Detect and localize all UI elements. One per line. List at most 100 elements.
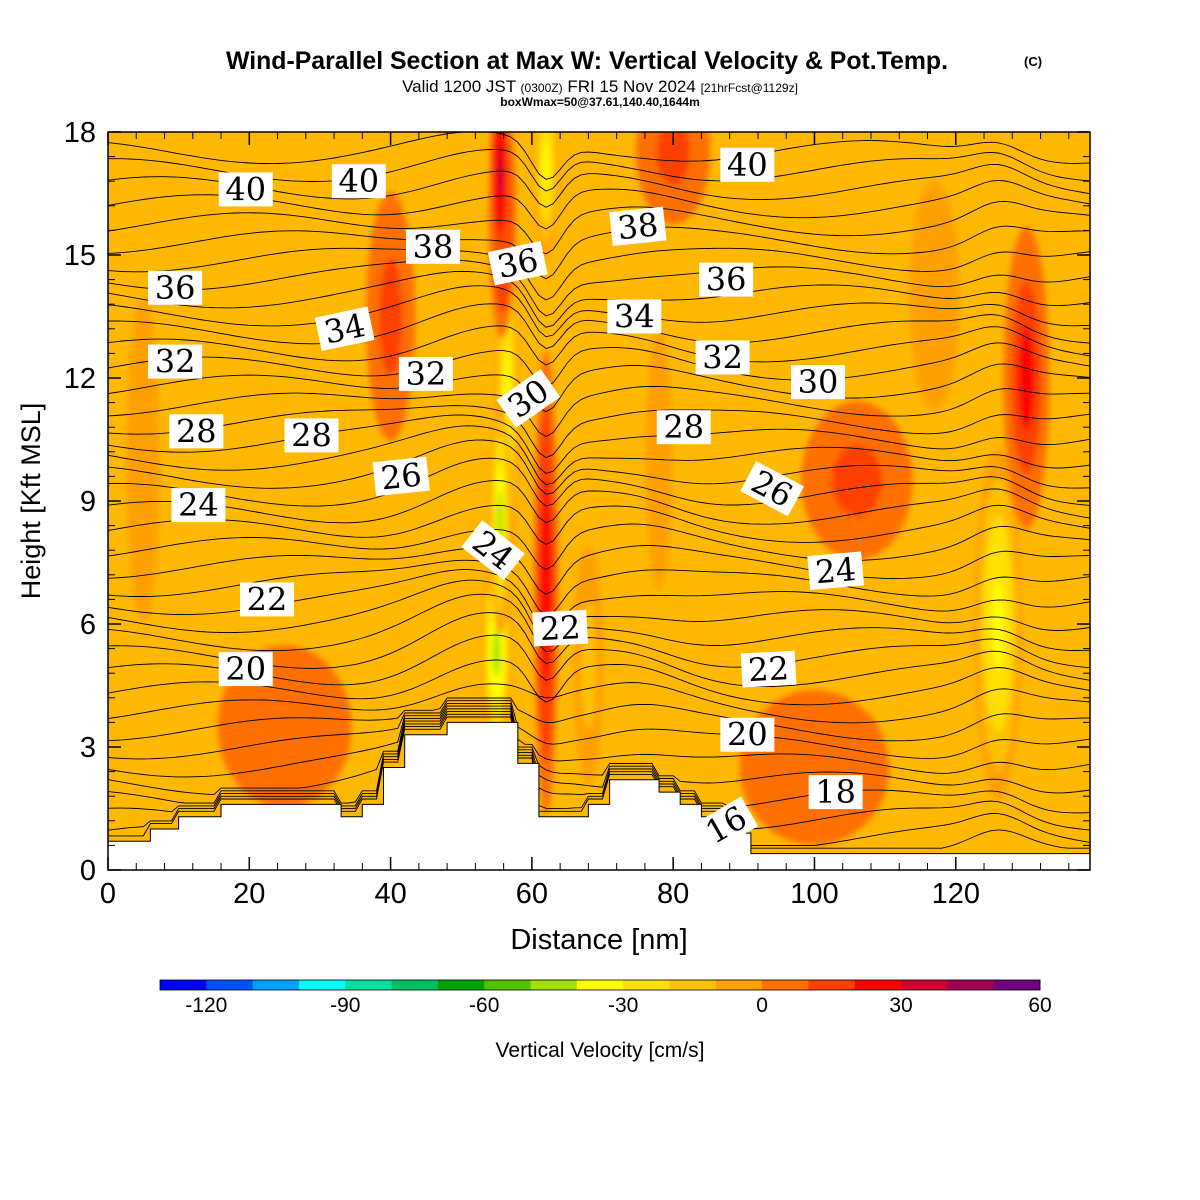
contour-label-11: 32 [398, 355, 453, 393]
isentrope-26 [108, 363, 1090, 413]
isentrope-3 [108, 708, 1090, 814]
colorbar-bin-10 [623, 980, 670, 990]
x-axis: 0 20 40 60 80 100 120 [100, 132, 1070, 910]
contour-label-10: 32 [148, 343, 203, 381]
contour-label-text: 22 [247, 580, 288, 618]
isentrope-29 [108, 303, 1090, 350]
velocity-cell-10-1 [379, 257, 403, 376]
contour-label-9: 36 [699, 261, 754, 299]
colorbar-bin-18 [993, 980, 1041, 990]
contour-label-text: 40 [225, 170, 266, 208]
colorbar-frame [159, 979, 1041, 991]
colorbar-tick-2: -60 [469, 994, 499, 1017]
x-tick-label-0: 0 [100, 878, 116, 910]
colorbar-tick-3: -30 [608, 994, 638, 1017]
x-axis-label: Distance [nm] [510, 924, 687, 956]
isentrope-1 [108, 713, 1090, 846]
contour-label-text: 28 [176, 412, 217, 450]
contour-label-text: 34 [614, 298, 655, 336]
isentrope-5 [108, 702, 1090, 778]
colorbar-bin-3 [298, 980, 346, 990]
y-tick-label-4: 12 [64, 363, 96, 395]
contour-label-bg [740, 461, 804, 517]
subtitle-valid: Valid 1200 JST [402, 77, 516, 96]
colorbar-bin-14 [808, 980, 856, 990]
contour-label-bg [720, 147, 775, 182]
isentrope-23 [108, 414, 1090, 474]
isentrope-9 [108, 659, 1090, 706]
contour-label-text: 22 [747, 649, 790, 689]
contour-label-7: 34 [314, 306, 375, 352]
velocity-cell-8-2 [1018, 326, 1035, 430]
velocity-cell-7-3 [992, 579, 1005, 669]
velocity-cell-14-1 [132, 357, 154, 563]
isentrope-18 [108, 504, 1090, 545]
contour-label-bg [532, 609, 588, 647]
isentrope-35 [108, 200, 1090, 255]
contour-label-bg [807, 551, 865, 590]
isentrope-28 [108, 325, 1090, 366]
contour-label-3: 36 [487, 240, 548, 286]
isentrope-6 [108, 700, 1090, 760]
x-tick-label-6: 120 [932, 878, 980, 910]
isentrope-19 [108, 479, 1090, 525]
contour-label-text: 38 [616, 205, 660, 247]
contour-label-2: 38 [405, 228, 460, 266]
isentrope-31 [108, 270, 1090, 328]
velocity-cell-2-4 [497, 489, 503, 545]
colorbar-bin-2 [252, 980, 300, 990]
colorbar-tick-1: -90 [330, 994, 360, 1017]
colorbar-bin-12 [715, 980, 763, 990]
isentrope-21 [108, 439, 1090, 495]
colorbar-bin-13 [762, 980, 809, 990]
contour-label-text: 28 [663, 408, 704, 446]
contour-label-15: 28 [169, 412, 224, 450]
x-tick-label-4: 80 [657, 878, 689, 910]
colorbar-bin-5 [391, 980, 439, 990]
isentrope-8 [108, 682, 1090, 724]
isentrope-13 [108, 579, 1090, 643]
colorbar-bin-6 [437, 980, 485, 990]
y-tick-label-6: 18 [64, 117, 96, 149]
y-tick-label-5: 15 [64, 240, 96, 272]
velocity-cell-12-1 [242, 675, 328, 778]
x-tick-label-2: 40 [374, 878, 406, 910]
isentrope-16 [108, 545, 1090, 595]
contour-label-0: 40 [218, 170, 273, 208]
contour-label-13: 32 [695, 339, 750, 377]
isentrope-20 [108, 457, 1090, 507]
velocity-cell-3-3 [542, 141, 550, 189]
isentrope-27 [108, 342, 1090, 388]
contour-label-bg [148, 270, 203, 305]
contour-label-bg [218, 172, 273, 207]
contour-label-text: 24 [178, 486, 219, 524]
contour-label-text: 18 [815, 773, 856, 811]
y-tick-label-2: 6 [80, 609, 96, 641]
y-axis-label: Height [Kft MSL] [16, 403, 46, 600]
contour-label-14: 30 [791, 363, 846, 401]
velocity-cell-11-1 [656, 132, 690, 185]
isentrope-17 [108, 523, 1090, 571]
subtitle-forecast: [21hrFcst@1129z] [701, 81, 798, 95]
isentrope-4 [108, 705, 1090, 796]
contour-label-bg [487, 240, 548, 286]
contour-label-bg [218, 652, 273, 687]
colorbar-bin-8 [530, 980, 578, 990]
contour-label-bg [496, 369, 561, 428]
colorbar-tick-5: 30 [889, 994, 912, 1017]
y-tick-label-1: 3 [80, 732, 96, 764]
contour-label-18: 28 [656, 408, 711, 446]
isentrope-0 [108, 716, 1090, 849]
isentrope-25 [108, 385, 1090, 438]
contour-label-text: 34 [321, 306, 369, 352]
velocity-cell-15-0 [645, 330, 673, 590]
contour-label-bg [239, 582, 294, 617]
isentrope-30 [108, 285, 1090, 338]
contour-label-bg [284, 418, 339, 453]
contour-label-bg [372, 456, 430, 497]
contour-label-bg [808, 775, 863, 810]
